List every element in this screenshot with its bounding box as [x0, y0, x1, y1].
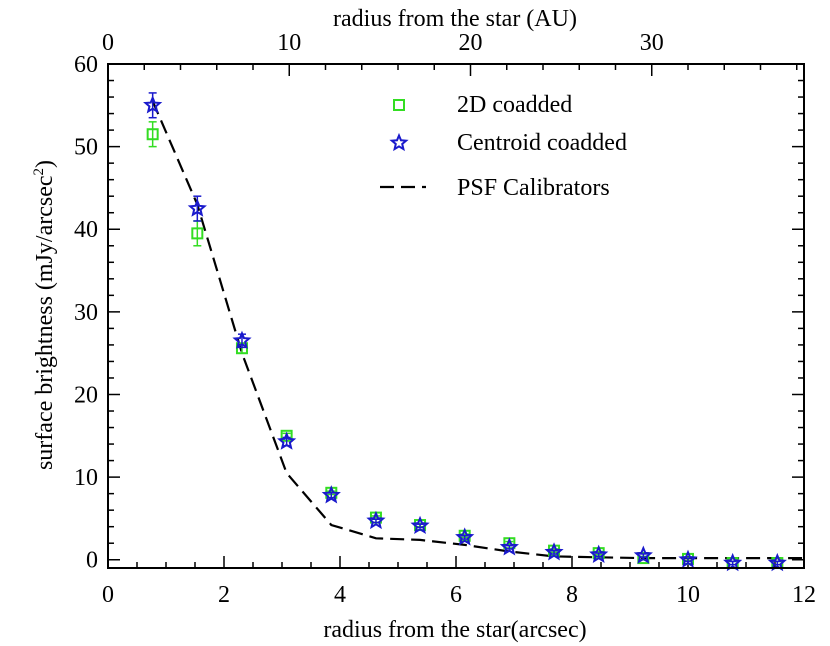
top-x-tick-label: 30 [640, 30, 664, 56]
top-x-tick-label: 20 [459, 30, 483, 56]
y-tick-label: 40 [74, 217, 98, 243]
legend-swatch-2d-coadded [393, 99, 405, 111]
point-centroid-coadded [187, 198, 207, 217]
top-x-tick-label: 0 [102, 30, 114, 56]
top-x-axis-title: radius from the star (AU) [333, 6, 577, 32]
y-tick-label: 20 [74, 382, 98, 408]
x-tick-label: 6 [450, 582, 462, 608]
y-tick-label: 50 [74, 135, 98, 161]
point-centroid-coadded [767, 552, 787, 572]
plot-frame [107, 63, 805, 569]
point-centroid-coadded [366, 510, 386, 530]
point-centroid-coadded [410, 515, 430, 535]
x-tick-label: 8 [566, 582, 578, 608]
x-tick-label: 12 [792, 582, 816, 608]
legend-label-psf-calibrators: PSF Calibrators [457, 175, 610, 201]
series-layer [143, 92, 804, 572]
x-tick-label: 2 [218, 582, 230, 608]
legend: 2D coadded Centroid coadded PSF Calibrat… [380, 92, 627, 201]
axis-ticks [107, 63, 805, 568]
point-centroid-coadded [143, 95, 163, 114]
point-centroid-coadded [321, 485, 341, 504]
tick-labels: 0 2 4 6 8 10 12 0 10 20 30 0 10 20 30 40 50 60 [74, 30, 816, 608]
y-axis-title-main: surface brightness (mJy/arcsec [32, 175, 58, 470]
point-centroid-coadded [544, 542, 564, 561]
y-axis-title-sup: 2 [31, 168, 47, 176]
legend-marker-square [393, 99, 405, 111]
top-x-tick-label: 10 [277, 30, 301, 56]
legend-label-2d-coadded: 2D coadded [457, 92, 572, 118]
point-centroid-coadded [723, 552, 743, 572]
x-tick-label: 0 [102, 582, 114, 608]
y-tick-label: 30 [74, 300, 98, 326]
point-2d-coadded [637, 552, 650, 565]
series-line-psf-calibrators [151, 100, 804, 560]
legend-label-centroid-coadded: Centroid coadded [457, 130, 627, 156]
y-tick-label: 60 [74, 52, 98, 78]
y-axis-title-close: ) [32, 160, 58, 168]
point-centroid-coadded [499, 537, 519, 556]
y-axis-title-group: surface brightness (mJy/arcsec2) [31, 160, 58, 470]
y-tick-label: 0 [86, 548, 98, 574]
point-2d-coadded [146, 128, 159, 141]
point-centroid-coadded [678, 549, 698, 568]
point-2d-coadded [191, 227, 204, 240]
y-tick-label: 10 [74, 465, 98, 491]
point-centroid-coadded [633, 545, 653, 564]
point-centroid-coadded [277, 431, 297, 450]
point-centroid-coadded [589, 544, 609, 563]
x-tick-label: 10 [676, 582, 700, 608]
x-axis-title: radius from the star(arcsec) [323, 617, 586, 643]
legend-swatch-centroid-coadded [389, 132, 409, 152]
point-centroid-coadded [232, 330, 252, 349]
x-tick-label: 4 [334, 582, 346, 608]
point-centroid-coadded [455, 527, 475, 546]
legend-marker-star [389, 132, 409, 152]
y-axis-title: surface brightness (mJy/arcsec2) [31, 160, 58, 470]
